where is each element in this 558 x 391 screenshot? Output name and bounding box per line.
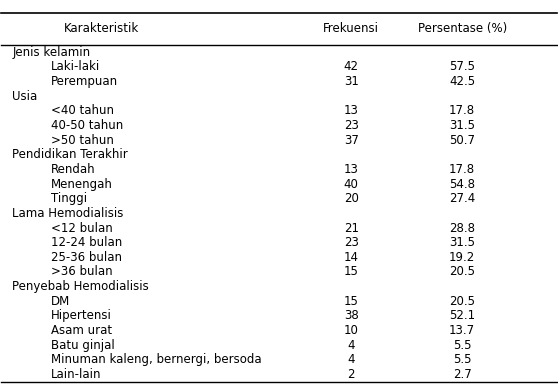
Text: 42.5: 42.5 bbox=[449, 75, 475, 88]
Text: 27.4: 27.4 bbox=[449, 192, 475, 205]
Text: 28.8: 28.8 bbox=[449, 222, 475, 235]
Text: Hipertensi: Hipertensi bbox=[51, 309, 112, 323]
Text: Lama Hemodialisis: Lama Hemodialisis bbox=[12, 207, 124, 220]
Text: Lain-lain: Lain-lain bbox=[51, 368, 102, 381]
Text: Usia: Usia bbox=[12, 90, 38, 103]
Text: Jenis kelamin: Jenis kelamin bbox=[12, 46, 90, 59]
Text: 31.5: 31.5 bbox=[449, 119, 475, 132]
Text: 17.8: 17.8 bbox=[449, 163, 475, 176]
Text: 40-50 tahun: 40-50 tahun bbox=[51, 119, 124, 132]
Text: 4: 4 bbox=[348, 339, 355, 352]
Text: Penyebab Hemodialisis: Penyebab Hemodialisis bbox=[12, 280, 149, 293]
Text: 19.2: 19.2 bbox=[449, 251, 475, 264]
Text: 2: 2 bbox=[348, 368, 355, 381]
Text: >36 bulan: >36 bulan bbox=[51, 265, 113, 278]
Text: 20.5: 20.5 bbox=[449, 295, 475, 308]
Text: 21: 21 bbox=[344, 222, 359, 235]
Text: 20.5: 20.5 bbox=[449, 265, 475, 278]
Text: 15: 15 bbox=[344, 295, 359, 308]
Text: >50 tahun: >50 tahun bbox=[51, 134, 114, 147]
Text: 2.7: 2.7 bbox=[453, 368, 472, 381]
Text: 13: 13 bbox=[344, 104, 359, 117]
Text: Perempuan: Perempuan bbox=[51, 75, 118, 88]
Text: 23: 23 bbox=[344, 236, 359, 249]
Text: Tinggi: Tinggi bbox=[51, 192, 88, 205]
Text: 13.7: 13.7 bbox=[449, 324, 475, 337]
Text: 31: 31 bbox=[344, 75, 359, 88]
Text: 25-36 bulan: 25-36 bulan bbox=[51, 251, 122, 264]
Text: 23: 23 bbox=[344, 119, 359, 132]
Text: 52.1: 52.1 bbox=[449, 309, 475, 323]
Text: 5.5: 5.5 bbox=[453, 353, 472, 366]
Text: 50.7: 50.7 bbox=[449, 134, 475, 147]
Text: DM: DM bbox=[51, 295, 71, 308]
Text: 4: 4 bbox=[348, 353, 355, 366]
Text: 57.5: 57.5 bbox=[449, 60, 475, 74]
Text: Batu ginjal: Batu ginjal bbox=[51, 339, 115, 352]
Text: 15: 15 bbox=[344, 265, 359, 278]
Text: Frekuensi: Frekuensi bbox=[323, 22, 379, 36]
Text: Pendidikan Terakhir: Pendidikan Terakhir bbox=[12, 148, 128, 161]
Text: 5.5: 5.5 bbox=[453, 339, 472, 352]
Text: 17.8: 17.8 bbox=[449, 104, 475, 117]
Text: Asam urat: Asam urat bbox=[51, 324, 113, 337]
Text: <40 tahun: <40 tahun bbox=[51, 104, 114, 117]
Text: Karakteristik: Karakteristik bbox=[64, 22, 139, 36]
Text: Laki-laki: Laki-laki bbox=[51, 60, 100, 74]
Text: 37: 37 bbox=[344, 134, 359, 147]
Text: Persentase (%): Persentase (%) bbox=[417, 22, 507, 36]
Text: 54.8: 54.8 bbox=[449, 178, 475, 190]
Text: 31.5: 31.5 bbox=[449, 236, 475, 249]
Text: 20: 20 bbox=[344, 192, 359, 205]
Text: 38: 38 bbox=[344, 309, 359, 323]
Text: 10: 10 bbox=[344, 324, 359, 337]
Text: <12 bulan: <12 bulan bbox=[51, 222, 113, 235]
Text: Minuman kaleng, bernergi, bersoda: Minuman kaleng, bernergi, bersoda bbox=[51, 353, 262, 366]
Text: 42: 42 bbox=[344, 60, 359, 74]
Text: 12-24 bulan: 12-24 bulan bbox=[51, 236, 123, 249]
Text: Rendah: Rendah bbox=[51, 163, 96, 176]
Text: 13: 13 bbox=[344, 163, 359, 176]
Text: 14: 14 bbox=[344, 251, 359, 264]
Text: Menengah: Menengah bbox=[51, 178, 113, 190]
Text: 40: 40 bbox=[344, 178, 359, 190]
